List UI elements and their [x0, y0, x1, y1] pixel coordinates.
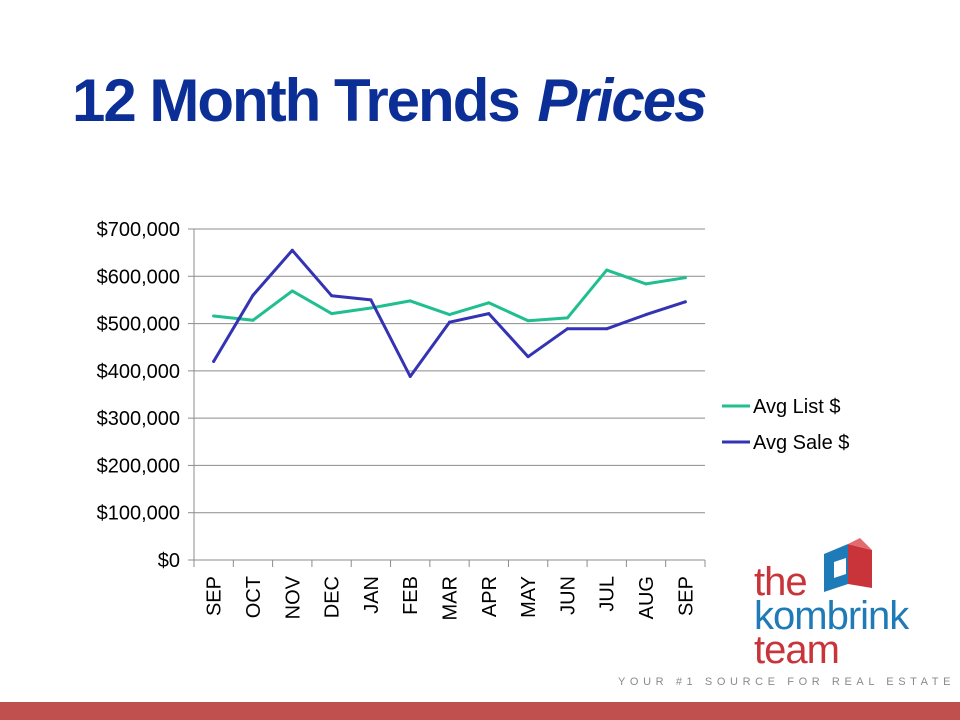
x-tick-label: AUG	[636, 576, 658, 619]
x-tick-label: NOV	[282, 575, 304, 619]
y-tick-label: $400,000	[97, 361, 180, 383]
data-point	[526, 355, 530, 359]
data-point	[290, 289, 294, 293]
x-tick-label: JAN	[361, 576, 383, 614]
logo-word-kombrink: kombrink	[754, 594, 909, 638]
data-point	[251, 293, 255, 297]
data-point	[290, 248, 294, 252]
data-point	[330, 294, 334, 298]
data-point	[605, 268, 609, 272]
data-point	[212, 314, 216, 318]
data-point	[487, 301, 491, 305]
data-point	[408, 375, 412, 379]
legend-label: Avg Sale $	[753, 432, 849, 454]
data-point	[683, 276, 687, 280]
data-point	[644, 282, 648, 286]
y-tick-label: $300,000	[97, 408, 180, 430]
house-logo-red-face	[848, 544, 872, 588]
data-point	[448, 313, 451, 317]
slide-title: 12 Month Trends Prices	[72, 66, 708, 135]
data-point	[605, 327, 609, 331]
y-tick-label: $0	[158, 550, 180, 572]
title-emphasis: Prices	[537, 67, 707, 134]
line-chart: $0 $100,000 $200,000 $300,000 $400,000 $500,0…	[97, 219, 850, 620]
x-tick-label: JUL	[597, 576, 619, 612]
logo-word-team: team	[754, 628, 840, 672]
footer-bar	[0, 702, 960, 720]
x-tick-label: DEC	[322, 576, 344, 618]
legend-label: Avg List $	[753, 396, 840, 418]
data-point	[565, 316, 569, 320]
house-logo-roof-accent	[848, 538, 872, 550]
data-point	[565, 327, 569, 331]
data-point	[526, 319, 530, 323]
data-point	[408, 299, 412, 303]
y-tick-label: $100,000	[97, 503, 180, 525]
x-tick-label: APR	[479, 576, 501, 617]
data-point	[683, 300, 687, 304]
logo-word-the: the	[754, 560, 808, 604]
data-point	[644, 313, 648, 317]
y-tick-label: $700,000	[97, 219, 180, 241]
data-point	[369, 306, 373, 310]
house-logo-white-window	[834, 558, 846, 578]
x-tick-label: MAY	[518, 576, 540, 618]
x-tick-label: SEP	[204, 576, 226, 616]
y-tick-label: $500,000	[97, 314, 180, 336]
data-point	[251, 318, 255, 322]
x-tick-label: MAR	[440, 576, 462, 620]
x-tick-label: SEP	[675, 576, 697, 616]
logo-tagline: YOUR #1 SOURCE FOR REAL ESTATE	[618, 676, 956, 688]
x-tick-label: FEB	[400, 576, 422, 615]
data-point	[487, 312, 491, 316]
x-tick-label: JUN	[557, 576, 579, 615]
house-logo-icon	[824, 538, 872, 592]
title-main: 12 Month Trends	[72, 67, 521, 134]
data-point	[448, 320, 451, 324]
data-point	[212, 359, 216, 363]
data-point	[369, 298, 373, 302]
y-tick-label: $600,000	[97, 266, 180, 288]
data-point	[330, 312, 334, 316]
y-tick-label: $200,000	[97, 455, 180, 477]
x-tick-label: OCT	[243, 576, 265, 618]
